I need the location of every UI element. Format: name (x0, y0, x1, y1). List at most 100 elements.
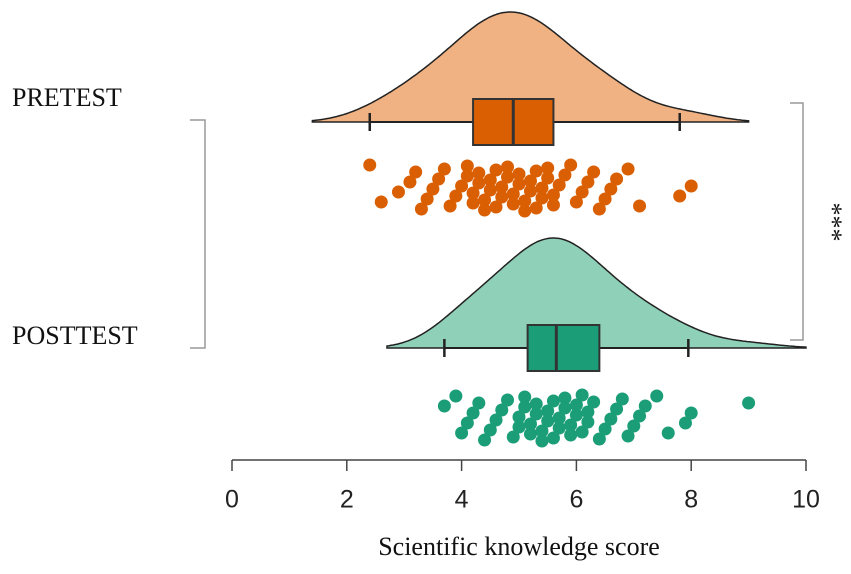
point (552, 178, 566, 192)
point (460, 169, 474, 183)
point (581, 415, 595, 429)
point (466, 186, 480, 200)
group-label: PRETEST (12, 83, 122, 112)
point (541, 161, 555, 175)
point (575, 388, 589, 402)
point (478, 193, 492, 207)
point (552, 411, 566, 425)
point (506, 187, 520, 201)
point (489, 163, 503, 177)
point (472, 176, 486, 190)
point (455, 426, 469, 440)
point (650, 389, 664, 403)
point (455, 179, 469, 193)
point (420, 192, 434, 206)
point (483, 173, 497, 187)
point (495, 190, 509, 204)
point (523, 184, 537, 198)
point (592, 432, 606, 446)
point (529, 164, 543, 178)
point (501, 170, 515, 184)
point (460, 416, 474, 430)
point (546, 188, 560, 202)
box (526, 324, 601, 372)
point (472, 166, 486, 180)
point (673, 189, 687, 203)
point (529, 407, 543, 421)
point (638, 399, 652, 413)
point (529, 201, 543, 215)
point (403, 175, 417, 189)
point (523, 174, 537, 188)
point (449, 389, 463, 403)
point (460, 159, 474, 173)
point (569, 398, 583, 412)
point (426, 182, 440, 196)
point (489, 200, 503, 214)
x-tick-label: 10 (792, 486, 820, 514)
point (615, 392, 629, 406)
point (633, 409, 647, 423)
point (598, 422, 612, 436)
density (311, 11, 750, 123)
x-axis-label: Scientific knowledge score (378, 532, 660, 561)
point (495, 403, 509, 417)
point (575, 185, 589, 199)
point (627, 419, 641, 433)
point (483, 183, 497, 197)
point (432, 172, 446, 186)
point (610, 172, 624, 186)
x-tick-label: 2 (340, 486, 354, 514)
point (604, 182, 618, 196)
point (518, 390, 532, 404)
point (552, 421, 566, 435)
point (621, 429, 635, 443)
point (501, 393, 515, 407)
point (512, 177, 526, 191)
point (472, 396, 486, 410)
significance-bracket (790, 102, 804, 341)
point (483, 423, 497, 437)
point (541, 414, 555, 428)
point (535, 181, 549, 195)
point (501, 160, 515, 174)
point (633, 199, 647, 213)
point (558, 401, 572, 415)
point (678, 416, 692, 430)
point (523, 427, 537, 441)
significance-label: *** (818, 203, 847, 242)
point (569, 195, 583, 209)
point (449, 189, 463, 203)
point (587, 165, 601, 179)
point (587, 395, 601, 409)
point (575, 425, 589, 439)
x-tick-label: 4 (455, 486, 469, 514)
point (581, 175, 595, 189)
point (466, 196, 480, 210)
point (414, 202, 428, 216)
point (478, 203, 492, 217)
point (621, 162, 635, 176)
point (437, 162, 451, 176)
point (581, 405, 595, 419)
point (443, 199, 457, 213)
point (535, 434, 549, 448)
point (437, 399, 451, 413)
point (564, 158, 578, 172)
point (478, 433, 492, 447)
point (610, 402, 624, 416)
point (506, 197, 520, 211)
left-bracket (190, 119, 206, 349)
point (598, 192, 612, 206)
point (409, 165, 423, 179)
x-tick-label: 0 (225, 486, 239, 514)
point (374, 195, 388, 209)
point (541, 404, 555, 418)
point (604, 412, 618, 426)
point (569, 408, 583, 422)
point (391, 185, 405, 199)
point (564, 418, 578, 432)
x-tick-label: 6 (569, 486, 583, 514)
point (592, 202, 606, 216)
